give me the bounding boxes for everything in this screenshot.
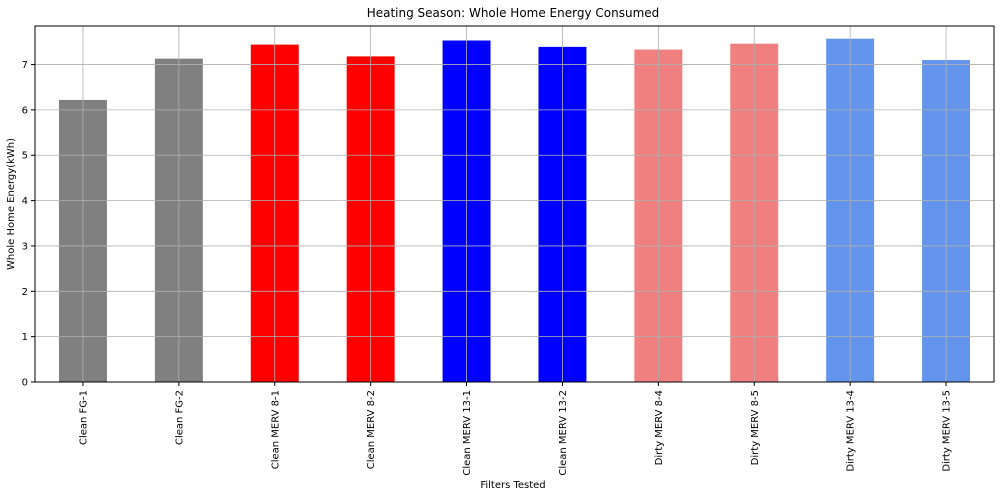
x-axis-ticks: Clean FG-1 Clean FG-2 Clean MERV 8-1 Clean … bbox=[78, 382, 953, 476]
y-tick-label: 0 bbox=[22, 378, 28, 389]
chart-title: Heating Season: Whole Home Energy Consum… bbox=[367, 6, 660, 20]
y-tick-label: 3 bbox=[22, 241, 28, 252]
x-tick-label: Dirty MERV 8-5 bbox=[750, 390, 761, 465]
y-tick-label: 1 bbox=[22, 332, 28, 343]
y-tick-label: 6 bbox=[22, 105, 28, 116]
x-tick-label: Clean MERV 13-1 bbox=[462, 390, 473, 476]
grid-lines bbox=[35, 26, 994, 383]
x-tick-label: Dirty MERV 8-4 bbox=[654, 390, 665, 465]
x-tick-label: Clean MERV 13-2 bbox=[558, 390, 569, 476]
y-tick-label: 5 bbox=[22, 151, 28, 162]
x-tick-label: Clean FG-1 bbox=[78, 390, 89, 445]
x-tick-label: Clean FG-2 bbox=[174, 390, 185, 445]
y-tick-label: 7 bbox=[22, 60, 28, 71]
x-tick-label: Clean MERV 8-1 bbox=[270, 390, 281, 469]
x-tick-label: Dirty MERV 13-5 bbox=[942, 390, 953, 472]
y-tick-label: 2 bbox=[22, 287, 28, 298]
y-axis-ticks: 0 1 2 3 4 5 6 7 bbox=[22, 60, 35, 389]
x-tick-label: Dirty MERV 13-4 bbox=[846, 390, 857, 472]
plot-frame bbox=[34, 25, 995, 383]
y-axis-label: Whole Home Energy(kWh) bbox=[6, 138, 17, 270]
y-tick-label: 4 bbox=[22, 196, 28, 207]
x-axis-label: Filters Tested bbox=[480, 480, 545, 491]
x-tick-label: Clean MERV 8-2 bbox=[366, 390, 377, 469]
bars bbox=[58, 38, 971, 383]
